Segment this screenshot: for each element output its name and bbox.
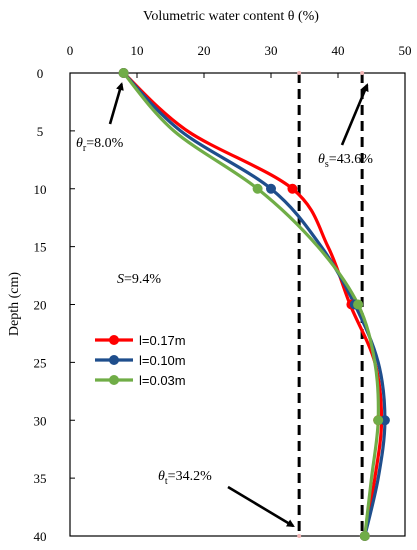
annotation-symbol: S: [117, 272, 124, 287]
legend-swatch-marker: [109, 355, 119, 365]
annotation-value: =43.6%: [329, 152, 373, 167]
legend-swatch-marker: [109, 335, 119, 345]
x-axis-title: Volumetric water content θ (%): [143, 9, 319, 24]
y-tick-label: 5: [37, 124, 44, 139]
reference-line-bottom-tick: [297, 534, 302, 538]
legend: l=0.17m l=0.10m l=0.03m: [95, 333, 186, 388]
y-tick-label: 10: [34, 182, 47, 197]
reference-line-top-tick: [360, 71, 365, 75]
x-tick-label: 0: [67, 43, 74, 58]
x-tick-label: 40: [332, 43, 345, 58]
x-tick-label: 50: [399, 43, 412, 58]
annotation-value: =34.2%: [168, 469, 212, 484]
annotation-arrow-theta-s: [340, 83, 369, 146]
annotation-arrow-theta-t: [227, 485, 295, 528]
data-point-marker: [353, 299, 364, 310]
series-line: [122, 71, 380, 537]
data-point-marker: [287, 183, 298, 194]
data-point-marker: [252, 183, 263, 194]
y-axis-title: Depth (cm): [7, 272, 22, 336]
annotation-symbol: θ: [76, 136, 83, 151]
series-markers: [118, 68, 390, 541]
legend-entry-label: l=0.10m: [139, 353, 186, 368]
annotation-value: =9.4%: [124, 272, 161, 287]
data-point-marker: [359, 531, 370, 541]
y-tick-label: 30: [34, 413, 47, 428]
y-tick-label: 15: [34, 240, 47, 255]
annotation-theta-t: θt=34.2%: [158, 469, 212, 487]
series-line: [122, 71, 387, 537]
data-point-marker: [266, 183, 276, 194]
data-point-marker: [118, 68, 129, 78]
legend-swatch-marker: [109, 375, 119, 385]
y-axis-ticks: 0 5 10 15 20 25 30 35 40: [34, 66, 75, 544]
y-tick-label: 35: [34, 471, 47, 486]
annotation-arrow-theta-r: [108, 82, 124, 125]
y-tick-label: 20: [34, 298, 47, 313]
annotation-subscript: t: [165, 476, 168, 487]
annotations: θr=8.0%θs=43.6%θt=34.2%S=9.4%: [76, 82, 373, 528]
annotation-subscript: r: [83, 143, 87, 154]
reference-line-top-tick: [297, 71, 302, 75]
annotation-symbol: θ: [158, 469, 165, 484]
data-point-marker: [373, 415, 384, 426]
annotation-theta-r-top: θr=8.0%: [76, 136, 124, 154]
legend-entry-label: l=0.17m: [139, 333, 186, 348]
series-lines: [122, 71, 387, 537]
x-tick-label: 10: [131, 43, 144, 58]
annotation-symbol: θ: [318, 152, 325, 167]
x-tick-label: 20: [198, 43, 211, 58]
x-tick-label: 30: [265, 43, 278, 58]
y-tick-label: 25: [34, 355, 47, 370]
y-tick-label: 40: [34, 529, 47, 544]
annotation-s-value: S=9.4%: [117, 272, 161, 287]
y-tick-label: 0: [37, 66, 44, 81]
x-axis-ticks: 0 10 20 30 40 50: [67, 43, 412, 78]
annotation-theta-s: θs=43.6%: [318, 152, 373, 170]
annotation-subscript: s: [325, 159, 329, 170]
legend-entry-label: l=0.03m: [139, 373, 186, 388]
annotation-value: =8.0%: [86, 136, 123, 151]
series-line: [122, 71, 384, 537]
